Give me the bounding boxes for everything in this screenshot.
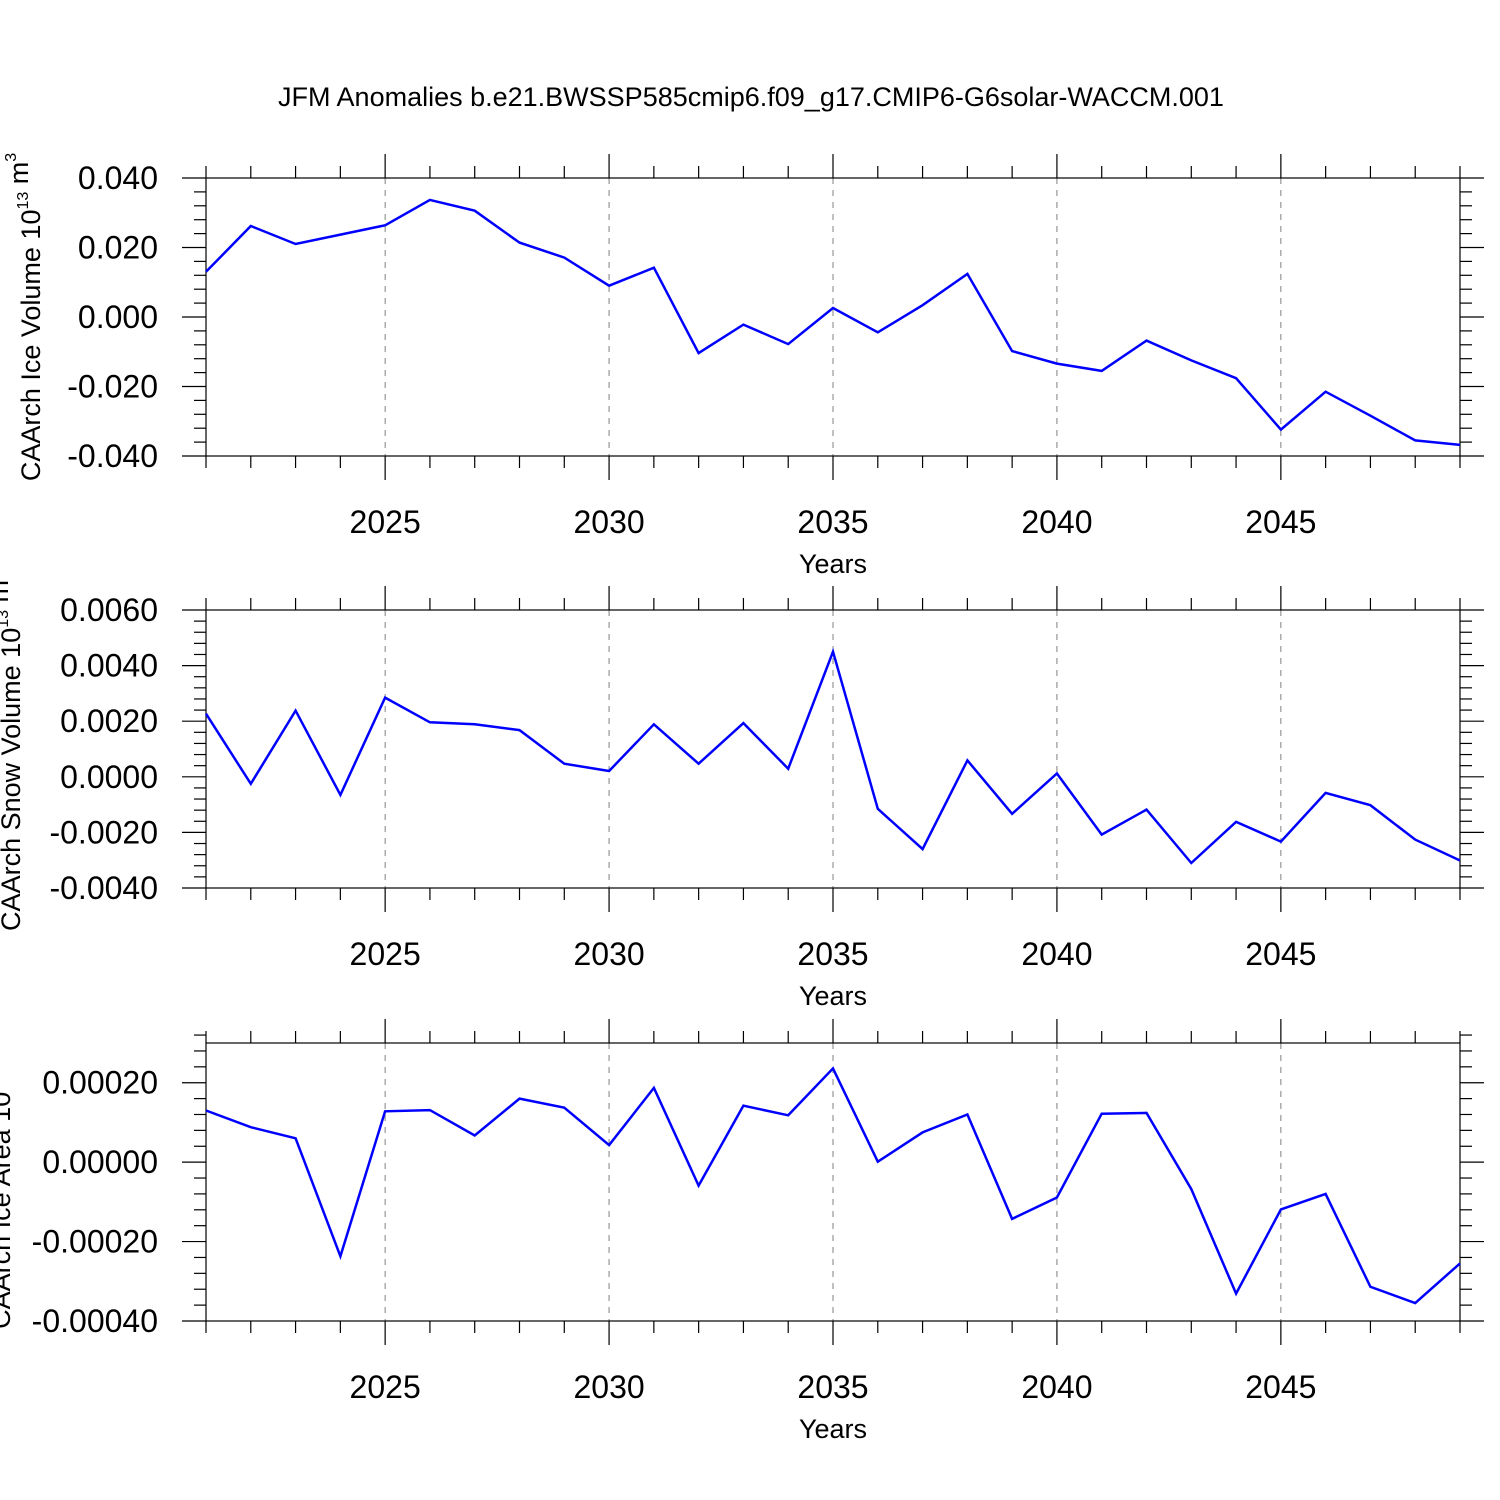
y-axis-label: CAArch Ice Volume 1013 m3: [3, 153, 46, 481]
panel-2: 2025 2030 2035 2040 2045 -0.0040 -0.0020 0.0000…: [0, 571, 1484, 1011]
x-tick-label: 2045: [1245, 1369, 1316, 1405]
y-axis-label-part: CAArch Snow Volume 10: [0, 628, 26, 931]
x-tick-label: 2030: [573, 504, 644, 540]
series-line: [204, 647, 1461, 865]
panel-1: 2025 2030 2035 2040 2045 -0.040 -0.020 0.000 0.0…: [3, 153, 1484, 579]
x-tick-label: 2045: [1245, 504, 1316, 540]
y-axis-label: CAArch Snow Volume 1013 m3: [0, 571, 26, 931]
series-line: [205, 198, 1461, 447]
x-axis-label: Years: [799, 1414, 867, 1444]
x-tick-label: 2025: [350, 1369, 421, 1405]
x-tick-label: 2045: [1245, 936, 1316, 972]
y-axis-label-part: m: [0, 580, 14, 610]
y-tick-label: 0.000: [78, 299, 158, 335]
x-tick-label: 2035: [797, 504, 868, 540]
chart-title: JFM Anomalies b.e21.BWSSP585cmip6.f09_g1…: [278, 82, 1224, 112]
x-axis-label: Years: [799, 549, 867, 579]
panel-3: 2025 2030 2035 2040 2045 -0.00040 -0.00020 0.00…: [0, 1019, 1484, 1444]
y-tick-label: -0.0020: [49, 814, 158, 850]
y-tick-label: 0.020: [78, 230, 158, 266]
x-tick-label: 2040: [1021, 936, 1092, 972]
y-axis-label-exponent: 3: [3, 153, 20, 162]
y-axis-label-exponent: 13: [0, 610, 12, 628]
y-axis-label-part: m: [4, 162, 34, 192]
y-axis-label-part: CAArch Ice Volume 10: [16, 210, 46, 482]
y-axis-label-exponent: 13: [0, 1074, 2, 1092]
y-axis-label: CAArch Ice Area 1013 m2: [0, 1035, 16, 1329]
x-tick-label: 2040: [1021, 1369, 1092, 1405]
y-tick-label: -0.00040: [32, 1303, 158, 1339]
y-tick-label: -0.020: [67, 369, 158, 405]
y-tick-label: 0.0060: [60, 592, 158, 628]
x-tick-label: 2040: [1021, 504, 1092, 540]
y-axis-label-part: m: [0, 1044, 4, 1074]
y-axis-label-exponent: 13: [15, 192, 32, 210]
x-tick-label: 2025: [350, 936, 421, 972]
y-tick-label: 0.0020: [60, 703, 158, 739]
y-tick-label: -0.040: [67, 438, 158, 474]
x-axis-label: Years: [799, 981, 867, 1011]
x-tick-label: 2035: [797, 1369, 868, 1405]
y-tick-label: 0.040: [78, 160, 158, 196]
y-axis-label-part: CAArch Ice Area 10: [0, 1092, 16, 1329]
x-tick-label: 2035: [797, 936, 868, 972]
x-tick-label: 2030: [573, 936, 644, 972]
x-tick-label: 2025: [350, 504, 421, 540]
y-tick-label: 0.00020: [42, 1065, 158, 1101]
y-tick-label: 0.0040: [60, 648, 158, 684]
series-line: [205, 1066, 1461, 1305]
y-tick-label: 0.0000: [60, 759, 158, 795]
y-tick-label: 0.00000: [42, 1144, 158, 1180]
y-tick-label: -0.0040: [49, 870, 158, 906]
y-tick-label: -0.00020: [32, 1224, 158, 1260]
x-tick-label: 2030: [573, 1369, 644, 1405]
